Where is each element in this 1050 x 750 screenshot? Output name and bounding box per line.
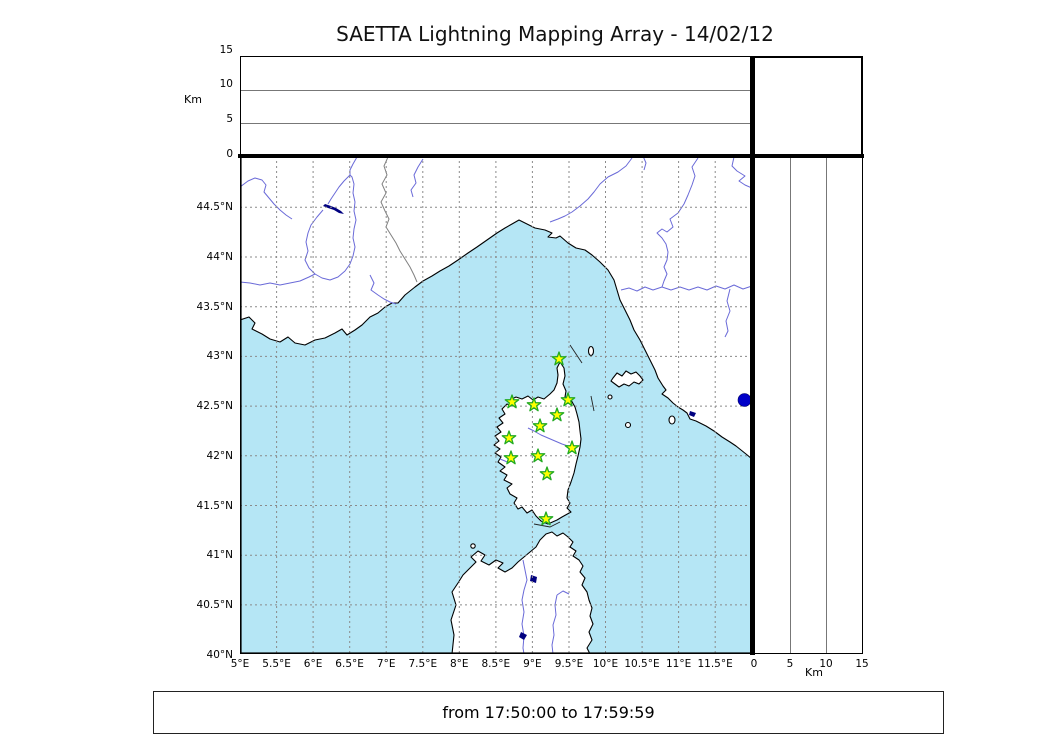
station-markers bbox=[501, 351, 752, 526]
figure-title: SAETTA Lightning Mapping Array - 14/02/1… bbox=[336, 22, 774, 46]
montecristo-island bbox=[624, 421, 632, 429]
altitude-tick-label: 10 bbox=[219, 78, 233, 90]
km-tick-label: 5 bbox=[786, 658, 794, 670]
right-distance-panel bbox=[752, 156, 863, 654]
latitude-tick-label: 41.5°N bbox=[196, 499, 233, 512]
altitude-tick-label: 5 bbox=[226, 113, 233, 125]
longitude-tick-label: 9°E bbox=[523, 658, 542, 670]
time-range-box: from 17:50:00 to 17:59:59 bbox=[153, 691, 944, 734]
latitude-tick-label: 40.5°N bbox=[196, 598, 233, 611]
latitude-tick-label: 42°N bbox=[206, 449, 233, 462]
km-tick-label: 10 bbox=[819, 658, 833, 670]
altitude-panel bbox=[240, 56, 752, 156]
giglio-island bbox=[668, 415, 676, 425]
longitude-tick-label: 5.5°E bbox=[262, 658, 291, 670]
longitude-tick-label: 10.5°E bbox=[624, 658, 660, 670]
longitude-tick-label: 7°E bbox=[376, 658, 396, 670]
longitude-tick-label: 6.5°E bbox=[335, 658, 364, 670]
panel-separator-horizontal bbox=[238, 153, 864, 158]
capraia-island bbox=[587, 345, 595, 357]
longitude-tick-label: 9.5°E bbox=[554, 658, 584, 670]
altitude-tick-label: 15 bbox=[219, 44, 233, 56]
station-star-marker bbox=[539, 466, 555, 481]
station-star-marker bbox=[530, 448, 546, 463]
distance-gridline-5km bbox=[790, 157, 791, 653]
station-star-marker bbox=[564, 440, 580, 455]
longitude-tick-label: 8°E bbox=[450, 658, 469, 670]
graticule-grid bbox=[240, 156, 752, 654]
minor-coast-lines bbox=[533, 344, 595, 528]
station-star-marker bbox=[526, 397, 542, 412]
mainland-coastline bbox=[240, 156, 752, 460]
km-tick-label: 15 bbox=[855, 658, 869, 670]
altitude-gridline-10km bbox=[241, 89, 751, 91]
longitude-tick-label: 5°E bbox=[230, 658, 250, 670]
country-border-line bbox=[380, 156, 418, 283]
latitude-tick-label: 40°N bbox=[206, 648, 233, 661]
latitude-tick-label: 44.5°N bbox=[196, 201, 233, 214]
altitude-axis-unit: Km bbox=[184, 93, 202, 106]
km-tick-label: 0 bbox=[750, 658, 758, 670]
pianosa-island bbox=[607, 394, 613, 400]
station-star-marker bbox=[560, 392, 576, 407]
longitude-tick-label: 7.5°E bbox=[408, 658, 438, 670]
latitude-tick-label: 43°N bbox=[206, 350, 233, 363]
station-star-marker bbox=[538, 511, 554, 526]
asinara-island bbox=[470, 543, 476, 549]
latitude-tick-label: 42.5°N bbox=[196, 400, 233, 413]
station-star-marker bbox=[551, 351, 567, 366]
longitude-tick-label: 11.5°E bbox=[697, 658, 733, 670]
sardinia-coastline bbox=[450, 531, 594, 654]
station-star-marker bbox=[504, 394, 520, 409]
longitude-tick-label: 6°E bbox=[303, 658, 323, 670]
station-star-marker bbox=[501, 430, 517, 445]
longitude-tick-label: 11°E bbox=[665, 658, 692, 670]
distance-gridline-10km bbox=[826, 157, 827, 653]
longitude-tick-label: 8.5°E bbox=[481, 658, 511, 670]
panel-separator-vertical bbox=[750, 56, 755, 655]
elba-island bbox=[610, 370, 644, 388]
corner-box bbox=[752, 56, 863, 156]
time-range-text: from 17:50:00 to 17:59:59 bbox=[442, 703, 655, 722]
altitude-tick-label: 0 bbox=[226, 148, 233, 160]
latitude-tick-label: 41°N bbox=[206, 549, 233, 562]
station-star-marker bbox=[503, 450, 519, 465]
map-canvas bbox=[240, 156, 752, 654]
lakes bbox=[323, 204, 696, 640]
altitude-gridline-5km bbox=[241, 122, 751, 124]
latitude-tick-label: 43.5°N bbox=[196, 300, 233, 313]
right-km-axis-unit: Km bbox=[805, 666, 823, 679]
map-panel bbox=[240, 156, 752, 654]
station-star-marker bbox=[532, 418, 548, 433]
longitude-tick-label: 10°E bbox=[592, 658, 619, 670]
latitude-tick-label: 44°N bbox=[206, 251, 233, 263]
station-star-marker bbox=[549, 407, 565, 422]
